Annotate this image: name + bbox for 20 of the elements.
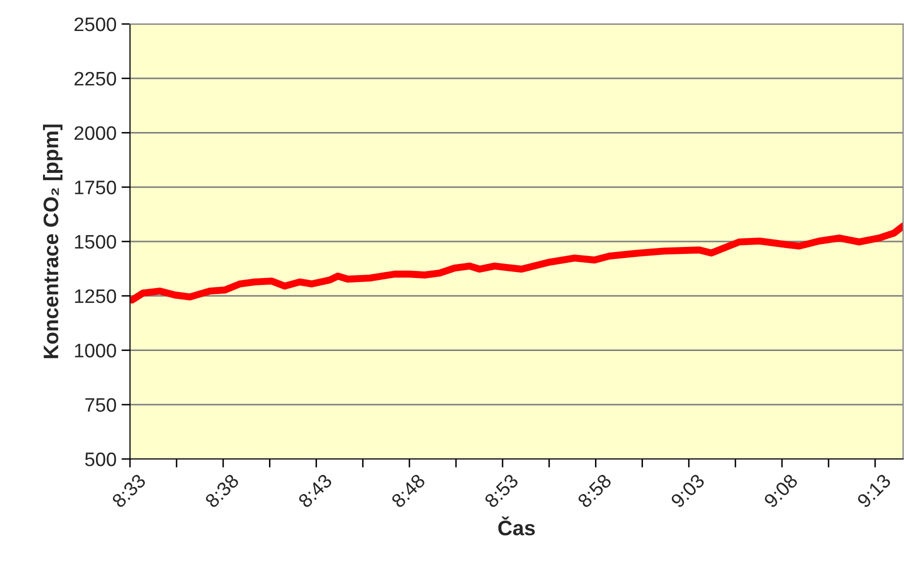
y-tick-label: 750 — [85, 398, 116, 412]
x-tick-label: 8:53 — [484, 473, 520, 508]
y-axis-title: Koncentrace CO₂ [ppm] — [43, 124, 62, 358]
x-tick-label: 9:08 — [763, 473, 798, 508]
x-tick-label: 8:48 — [390, 473, 426, 508]
y-tick-label: 500 — [85, 452, 116, 466]
x-tick-label: 8:33 — [111, 473, 146, 508]
y-tick-label: 2000 — [74, 126, 116, 140]
y-tick-label: 2250 — [74, 72, 116, 86]
x-axis-title: Čas — [498, 516, 535, 536]
y-tick-label: 1000 — [75, 344, 116, 358]
x-tick-label: 9:03 — [670, 473, 706, 508]
x-tick-label: 8:43 — [297, 473, 333, 508]
x-tick-label: 9:13 — [856, 473, 892, 508]
y-tick-label: 1750 — [75, 180, 116, 194]
x-tick-label: 8:58 — [576, 473, 612, 508]
y-tick-label: 1500 — [75, 234, 116, 249]
y-tick-label: 1250 — [75, 289, 116, 304]
y-tick-label: 2500 — [74, 17, 116, 32]
x-tick-label: 8:38 — [204, 473, 240, 508]
